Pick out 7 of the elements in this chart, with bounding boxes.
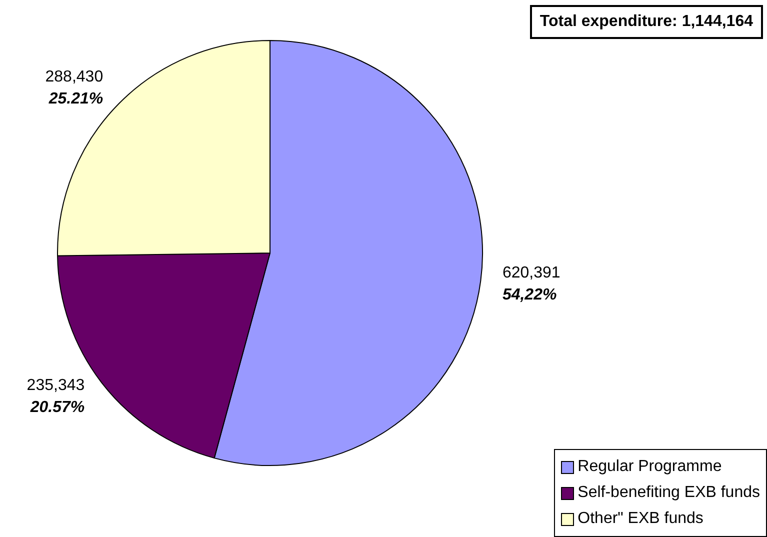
legend-label: Self-benefiting EXB funds <box>576 483 760 503</box>
data-label: 288,430 25.21% <box>45 68 104 108</box>
legend-label: Regular Programme <box>576 457 723 477</box>
data-label: 620,391 54,22% <box>502 264 560 304</box>
data-label: 235,343 20.57% <box>26 377 85 416</box>
text: Total expenditure: 1,144,164 <box>530 5 763 39</box>
legend-label: Other" EXB funds <box>576 509 704 529</box>
